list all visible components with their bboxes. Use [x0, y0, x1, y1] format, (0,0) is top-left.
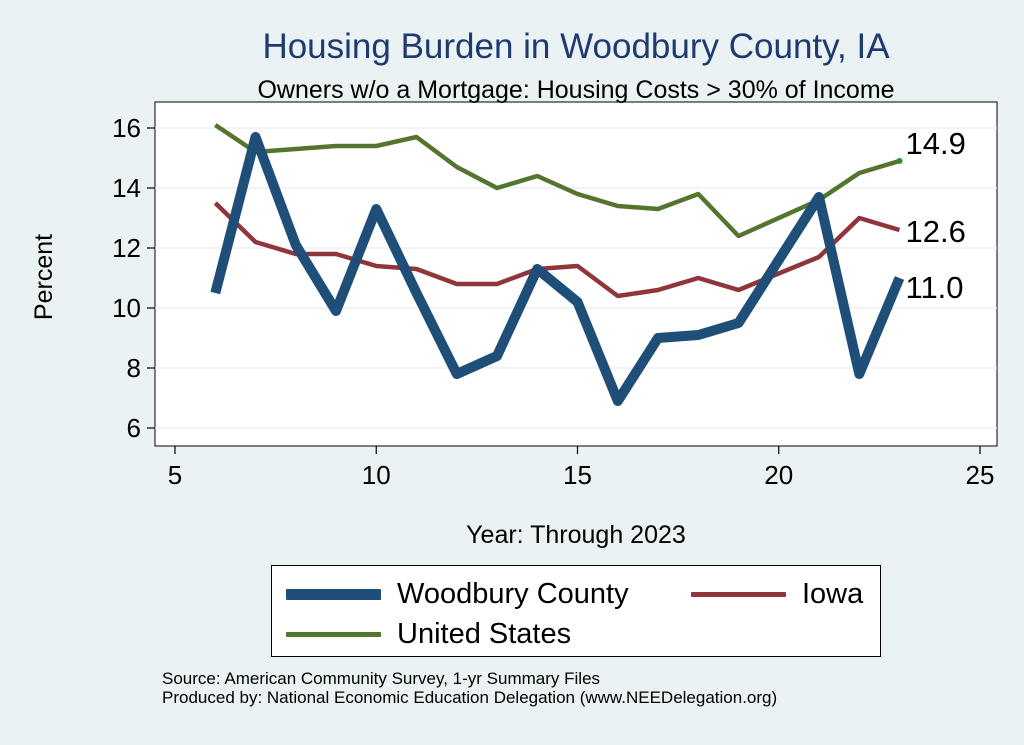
series-line-united-states: [214, 123, 901, 239]
end-point-us: [896, 158, 903, 164]
y-tick-label: 12: [112, 233, 141, 263]
legend-item-iowa: Iowa: [691, 578, 863, 611]
legend-swatch-woodbury: [286, 589, 381, 600]
x-axis-label: Year: Through 2023: [466, 521, 686, 549]
legend-swatch-us: [286, 632, 381, 637]
end-label-iowa: 12.6: [906, 214, 966, 249]
source-line: Source: American Community Survey, 1-yr …: [162, 669, 601, 688]
chart-subtitle: Owners w/o a Mortgage: Housing Costs > 3…: [257, 76, 894, 104]
legend: Woodbury County Iowa United States: [271, 565, 881, 657]
plot-area: [154, 101, 998, 447]
y-tick-label: 6: [127, 413, 141, 443]
legend-item-us: United States: [286, 618, 571, 651]
y-tick-label: 8: [127, 353, 141, 383]
y-tick-label: 10: [112, 293, 141, 323]
y-axis-label: Percent: [30, 234, 58, 320]
legend-swatch-iowa: [691, 592, 786, 597]
y-tick-label: 14: [112, 173, 141, 203]
legend-label-iowa: Iowa: [802, 578, 864, 610]
legend-label-woodbury: Woodbury County: [397, 578, 629, 610]
x-tick-label: 5: [168, 460, 182, 490]
legend-label-us: United States: [397, 618, 572, 650]
end-label-woodbury-county: 11.0: [906, 270, 964, 305]
end-label-united-states: 14.9: [906, 126, 966, 161]
x-tick-label: 10: [362, 460, 391, 490]
y-tick-label: 16: [112, 113, 141, 143]
x-tick-label: 25: [966, 460, 995, 490]
series-line-woodbury-county: [210, 132, 905, 406]
x-tick-label: 20: [764, 460, 793, 490]
producer-line: Produced by: National Economic Education…: [162, 688, 778, 707]
legend-item-woodbury: Woodbury County: [286, 578, 629, 611]
chart-title: Housing Burden in Woodbury County, IA: [262, 27, 890, 66]
source-notes: Source: American Community Survey, 1-yr …: [162, 669, 777, 707]
x-tick-label: 15: [563, 460, 592, 490]
